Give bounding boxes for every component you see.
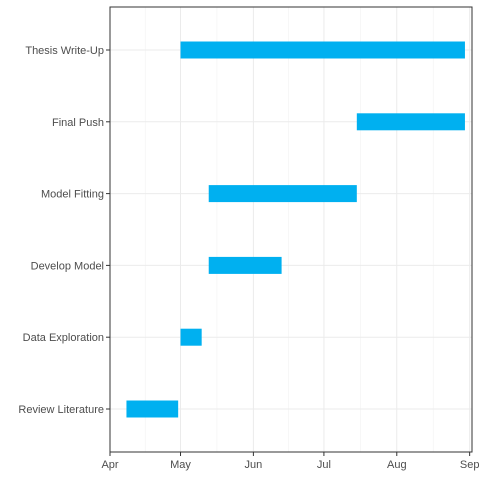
bars-layer (126, 41, 465, 418)
y-tick-label: Review Literature (18, 404, 104, 416)
x-tick-label: Aug (387, 459, 407, 471)
task-bar-develop-model (208, 256, 282, 274)
x-tick-label: Jun (245, 459, 263, 471)
y-tick-label: Final Push (52, 117, 104, 129)
y-tick-label: Model Fitting (41, 189, 104, 201)
x-tick-label: Sep (460, 459, 480, 471)
x-tick-label: May (170, 459, 191, 471)
panel-background (110, 7, 472, 452)
panel-border (109, 6, 473, 453)
task-bar-model-fitting (208, 185, 357, 203)
x-tick-label: Apr (101, 459, 118, 471)
task-bar-thesis-write-up (180, 41, 465, 59)
y-tick-label: Thesis Write-Up (25, 45, 104, 57)
task-bar-final-push (356, 113, 465, 131)
task-bar-review-literature (126, 400, 179, 418)
x-tick-label: Jul (317, 459, 331, 471)
y-tick-label: Data Exploration (23, 332, 104, 344)
y-tick-label: Develop Model (31, 260, 104, 272)
grid-layer (109, 7, 472, 452)
axis-layer: Thesis Write-Up Final Push Model Fitting De… (18, 45, 479, 471)
task-bar-data-exploration (180, 328, 202, 346)
